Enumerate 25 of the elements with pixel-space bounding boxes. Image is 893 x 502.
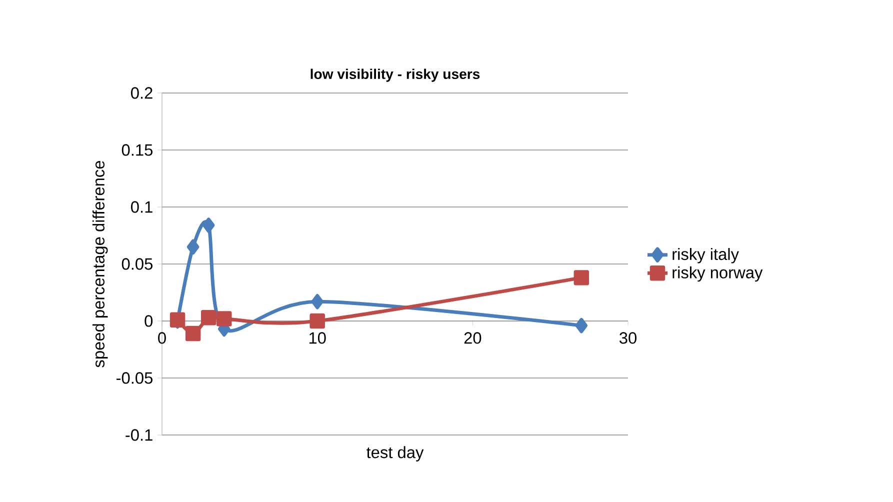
chart-title: low visibility - risky users [310,68,480,82]
legend-label: risky italy [672,248,739,264]
x-tick-label: 20 [464,332,482,344]
x-tick-label: 10 [309,332,326,344]
y-tick-label: -0.05 [116,372,152,384]
x-tick-label: 0 [158,332,166,344]
y-tick-label: 0.1 [131,201,152,213]
point [311,294,324,310]
point [574,270,590,286]
point [185,326,201,342]
y-tick-label: 0.05 [122,258,152,270]
x-axis-title: test day [366,446,424,462]
x-tick-label: 30 [620,332,636,344]
legend-label: risky norway [672,266,763,282]
point [575,318,588,334]
y-tick-label: 0.15 [122,144,152,156]
y-tick-label: -0.1 [126,429,152,441]
y-axis-title: speed percentage difference [92,160,108,368]
point [186,239,200,255]
point [202,218,215,233]
point [310,313,325,329]
y-tick-label: 0.2 [131,87,152,99]
point [216,311,232,326]
point [200,310,216,326]
y-tick-label: 0 [144,315,153,327]
